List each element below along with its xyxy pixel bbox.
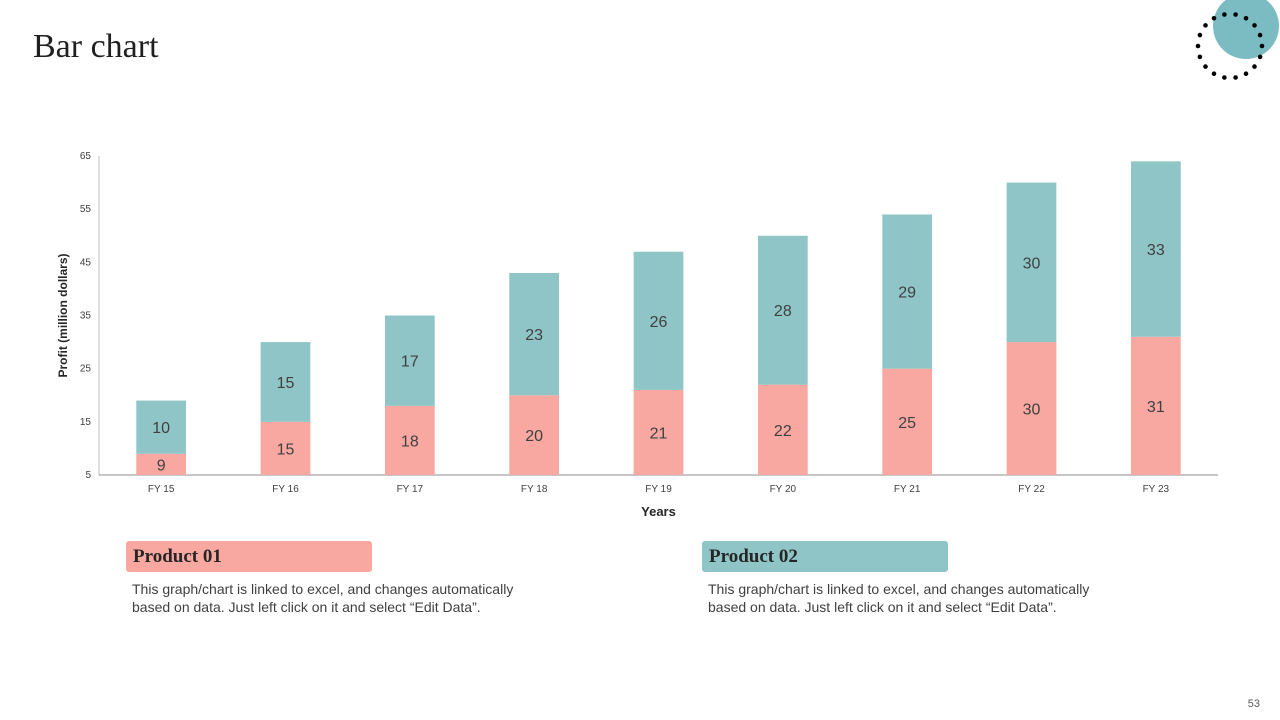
decoration-dot (1252, 64, 1257, 69)
bar-product-01 (1130, 336, 1181, 475)
decoration-dot (1257, 54, 1263, 60)
decoration-dot (1197, 32, 1203, 38)
bar-product-01 (1006, 342, 1057, 475)
data-label-product-02: 28 (774, 303, 792, 320)
slide-title: Bar chart (33, 28, 159, 65)
y-axis-title: Profit (million dollars) (56, 253, 70, 377)
y-tick-label: 15 (80, 417, 92, 428)
data-label-product-02: 15 (277, 375, 295, 392)
x-axis-title: Years (641, 504, 676, 519)
data-label-product-02: 30 (1023, 255, 1041, 272)
y-tick-label: 65 (80, 151, 92, 162)
decoration-dot (1233, 12, 1238, 17)
dotted-circle-decoration (1195, 0, 1279, 80)
x-tick-label: FY 16 (272, 484, 299, 495)
bar-product-02 (633, 251, 684, 390)
x-tick-label: FY 21 (894, 484, 921, 495)
product-02-label: Product 02 (702, 541, 948, 572)
data-label-product-01: 21 (650, 425, 668, 442)
x-tick-label: FY 22 (1018, 484, 1045, 495)
decoration-dot (1233, 75, 1238, 80)
product-01-card: Product 01 This graph/chart is linked to… (126, 541, 546, 616)
bar-product-02 (260, 342, 311, 422)
x-tick-label: FY 23 (1143, 484, 1170, 495)
product-02-description: This graph/chart is linked to excel, and… (708, 581, 1090, 615)
decoration-dot (1243, 15, 1249, 21)
bar-product-01 (260, 421, 311, 475)
data-label-product-02: 29 (898, 285, 916, 302)
product-02-card: Product 02 This graph/chart is linked to… (702, 541, 1122, 616)
decoration-dot (1211, 71, 1217, 76)
decoration-dot (1222, 75, 1227, 80)
product-01-label: Product 01 (126, 541, 372, 572)
bar-product-01 (633, 389, 684, 475)
data-label-product-01: 25 (898, 415, 916, 432)
bar-product-02 (1130, 161, 1181, 337)
decoration-dot (1197, 54, 1203, 60)
decoration-dot (1259, 43, 1265, 49)
decoration-dot (1195, 43, 1201, 49)
x-tick-label: FY 19 (645, 484, 672, 495)
decoration-dot (1203, 64, 1208, 69)
x-tick-label: FY 20 (770, 484, 797, 495)
decoration-dot (1257, 32, 1263, 38)
x-tick-label: FY 15 (148, 484, 175, 495)
data-label-product-01: 22 (774, 423, 792, 440)
data-label-product-02: 10 (152, 420, 170, 437)
y-tick-label: 35 (80, 311, 92, 322)
data-label-product-01: 20 (525, 428, 543, 445)
product-01-description: This graph/chart is linked to excel, and… (132, 581, 514, 615)
page-number: 53 (1247, 698, 1260, 710)
decoration-dot (1243, 71, 1249, 76)
x-tick-label: FY 17 (397, 484, 424, 495)
bar-product-01 (509, 395, 560, 475)
data-label-product-02: 23 (525, 327, 543, 344)
data-label-product-01: 15 (277, 441, 295, 458)
decoration-dot (1252, 23, 1257, 28)
x-tick-label: FY 18 (521, 484, 548, 495)
bar-product-01 (136, 453, 187, 475)
bar-product-02 (509, 272, 560, 396)
bar-product-02 (882, 214, 933, 369)
y-tick-label: 25 (80, 364, 92, 375)
data-label-product-02: 33 (1147, 242, 1165, 259)
bar-product-01 (757, 384, 808, 475)
bar-product-01 (384, 405, 435, 475)
bar-product-01 (882, 368, 933, 475)
data-label-product-01: 30 (1023, 402, 1041, 419)
decoration-dot (1222, 12, 1227, 17)
bar-product-02 (1006, 182, 1057, 343)
data-label-product-02: 26 (650, 314, 668, 331)
y-tick-label: 45 (80, 257, 92, 268)
bar-product-02 (757, 235, 808, 385)
decoration-dot (1211, 15, 1217, 21)
data-label-product-02: 17 (401, 354, 419, 371)
data-label-product-01: 9 (157, 457, 166, 474)
y-tick-label: 5 (85, 470, 91, 481)
y-tick-label: 55 (80, 204, 92, 215)
data-label-product-01: 31 (1147, 399, 1165, 416)
bar-product-02 (384, 315, 435, 406)
decoration-dot (1203, 23, 1208, 28)
bar-product-02 (136, 400, 187, 454)
data-label-product-01: 18 (401, 433, 419, 450)
